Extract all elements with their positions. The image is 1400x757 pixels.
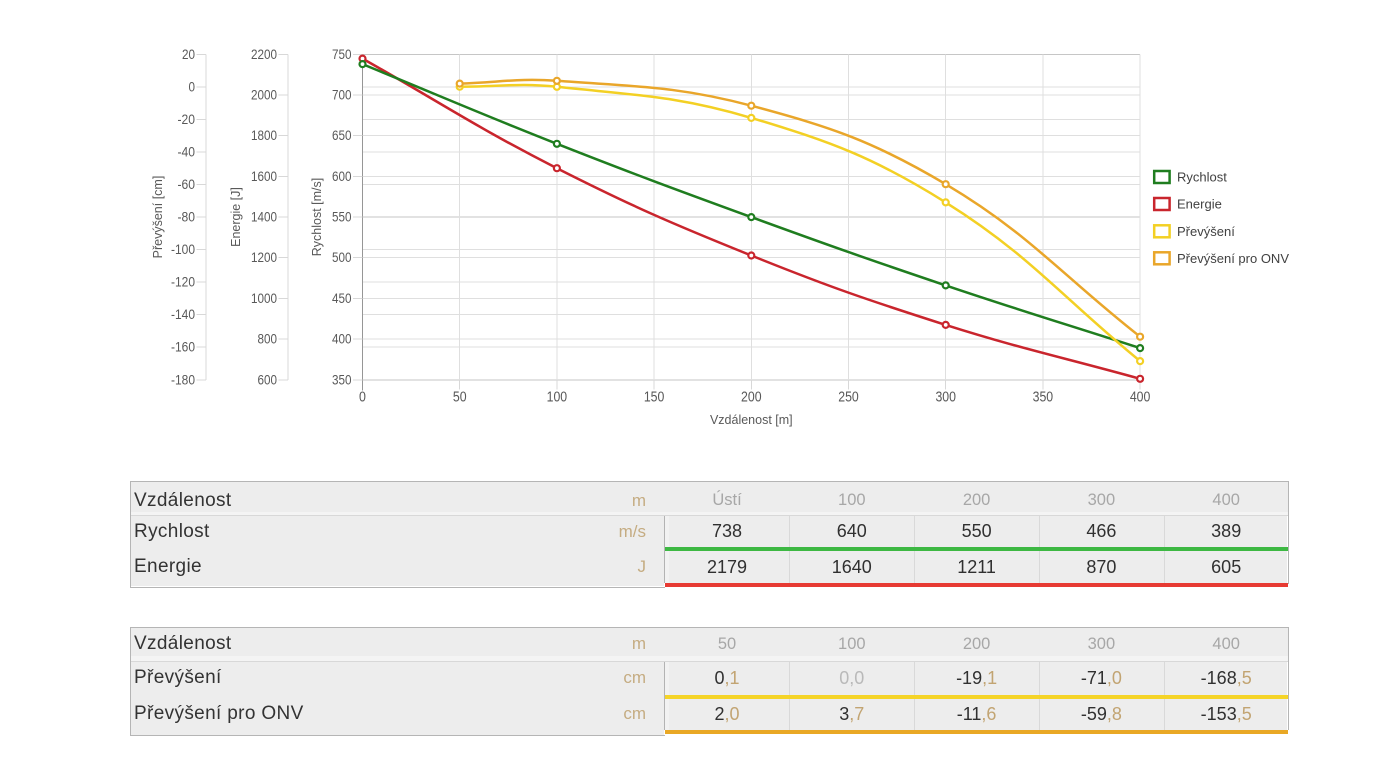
svg-text:-160: -160 <box>171 340 195 355</box>
svg-text:350: 350 <box>332 372 352 387</box>
svg-text:1200: 1200 <box>251 250 277 265</box>
svg-text:-100: -100 <box>171 242 195 257</box>
svg-text:350: 350 <box>1033 389 1054 406</box>
svg-text:Převýšení [cm]: Převýšení [cm] <box>151 176 165 259</box>
svg-text:0: 0 <box>189 79 196 94</box>
svg-text:550: 550 <box>332 210 352 225</box>
svg-text:-80: -80 <box>178 210 196 225</box>
svg-text:600: 600 <box>258 372 278 387</box>
svg-text:-140: -140 <box>171 307 195 322</box>
svg-text:1600: 1600 <box>251 169 277 184</box>
svg-text:Energie [J]: Energie [J] <box>229 187 243 247</box>
svg-text:Převýšení: Převýšení <box>1177 224 1235 239</box>
svg-text:400: 400 <box>332 332 352 347</box>
svg-text:400: 400 <box>1130 389 1151 406</box>
svg-text:Energie: Energie <box>1177 197 1222 212</box>
svg-text:100: 100 <box>547 389 568 406</box>
svg-text:0: 0 <box>359 389 366 406</box>
svg-text:1000: 1000 <box>251 291 277 306</box>
svg-text:200: 200 <box>741 389 762 406</box>
svg-text:-120: -120 <box>171 275 195 290</box>
svg-text:1800: 1800 <box>251 128 277 143</box>
svg-text:50: 50 <box>453 389 467 406</box>
svg-text:2000: 2000 <box>251 88 277 103</box>
svg-text:650: 650 <box>332 128 352 143</box>
svg-text:Vzdálenost [m]: Vzdálenost [m] <box>710 413 793 427</box>
svg-text:Rychlost [m/s]: Rychlost [m/s] <box>310 178 324 257</box>
svg-text:450: 450 <box>332 291 352 306</box>
svg-text:-60: -60 <box>178 177 196 192</box>
svg-text:-20: -20 <box>178 112 196 127</box>
svg-text:2200: 2200 <box>251 47 277 62</box>
svg-text:250: 250 <box>838 389 859 406</box>
svg-text:1400: 1400 <box>251 210 277 225</box>
svg-text:Převýšení pro ONV: Převýšení pro ONV <box>1177 251 1289 266</box>
svg-text:20: 20 <box>182 47 195 62</box>
svg-text:600: 600 <box>332 169 352 184</box>
svg-text:-180: -180 <box>171 372 195 387</box>
svg-text:300: 300 <box>935 389 956 406</box>
svg-text:-40: -40 <box>178 144 196 159</box>
svg-text:800: 800 <box>258 332 278 347</box>
svg-text:750: 750 <box>332 47 352 62</box>
svg-text:500: 500 <box>332 250 352 265</box>
svg-text:700: 700 <box>332 88 352 103</box>
svg-text:Rychlost: Rychlost <box>1177 170 1227 185</box>
svg-text:150: 150 <box>644 389 665 406</box>
